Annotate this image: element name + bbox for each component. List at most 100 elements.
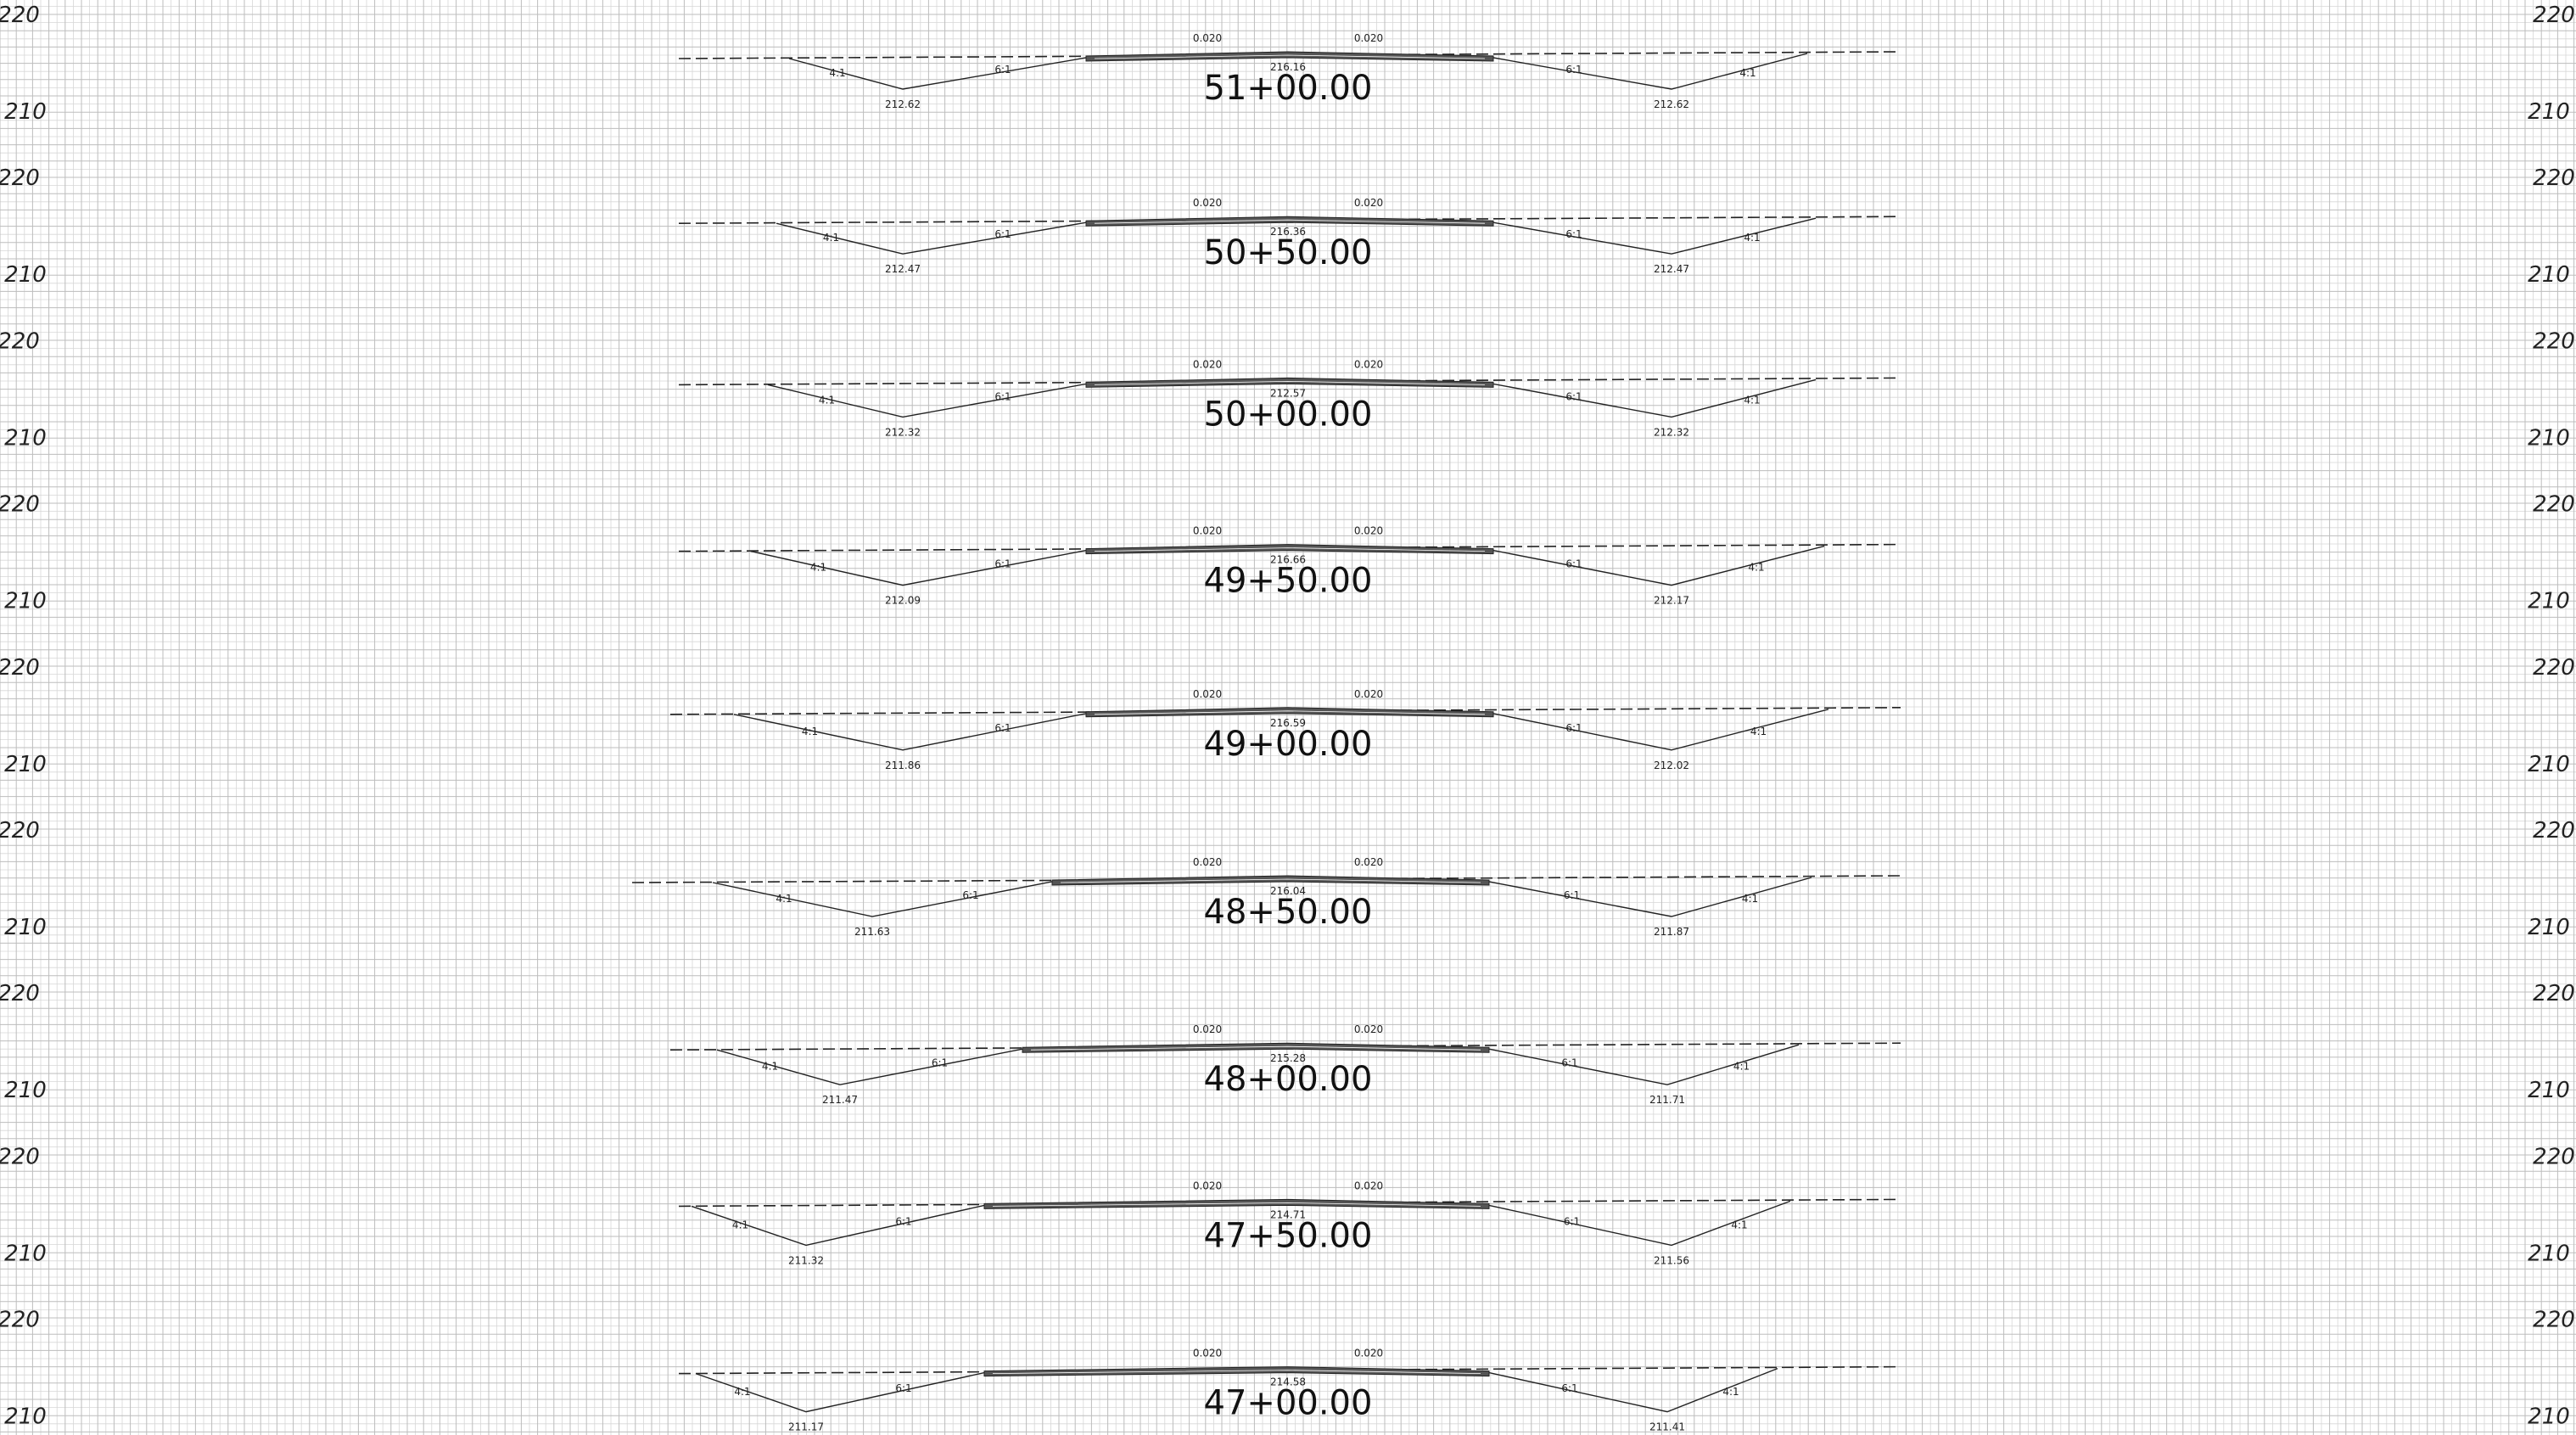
left-back-slope-label: 4:1: [802, 726, 818, 737]
elevation-label-210: 210: [2528, 425, 2570, 451]
elevation-label-210: 210: [2528, 99, 2570, 125]
centerline-elevation-label: 216.59: [1270, 717, 1306, 729]
crown-slope-right-label: 0.020: [1354, 688, 1383, 700]
pavement-layer-line: [1094, 54, 1486, 59]
elevation-label-210: 210: [4, 1404, 47, 1430]
left-fore-slope-label: 6:1: [962, 889, 978, 901]
crown-slope-left-label: 0.020: [1193, 1180, 1222, 1191]
pavement-layer-line: [1094, 219, 1486, 224]
left-ditch-elevation-label: 212.62: [885, 98, 921, 110]
centerline-elevation-label: 214.71: [1270, 1208, 1306, 1220]
left-fore-slope-label: 6:1: [994, 390, 1011, 402]
left-ditch-elevation-label: 211.47: [822, 1094, 858, 1106]
elevation-label-210: 210: [2528, 752, 2570, 777]
left-back-slope-label: 4:1: [829, 67, 845, 79]
pavement-section: [1051, 875, 1490, 886]
left-ditch-elevation-label: 211.32: [788, 1254, 824, 1266]
pavement-layer-line: [1094, 547, 1486, 552]
elevation-label-210: 210: [4, 262, 47, 288]
crown-slope-left-label: 0.020: [1193, 197, 1222, 209]
elevation-label-220: 220: [2533, 328, 2575, 354]
elevation-label-220: 220: [0, 655, 40, 681]
right-ditch-elevation-label: 211.56: [1654, 1254, 1689, 1266]
left-ditch-elevation-label: 211.63: [854, 926, 890, 938]
elevation-label-210: 210: [4, 99, 47, 125]
right-fore-slope-label: 6:1: [1565, 228, 1582, 240]
left-back-slope-label: 4:1: [823, 232, 839, 244]
left-ditch-elevation-label: 212.09: [885, 595, 921, 607]
pavement-section: [1085, 51, 1494, 62]
right-fore-slope-label: 6:1: [1565, 390, 1582, 402]
left-back-slope-label: 4:1: [776, 893, 792, 905]
crown-slope-right-label: 0.020: [1354, 856, 1383, 868]
elevation-label-220: 220: [2533, 492, 2575, 518]
right-fore-slope-label: 6:1: [1561, 1382, 1577, 1394]
right-back-slope-label: 4:1: [1742, 893, 1758, 905]
elevation-label-210: 210: [2528, 589, 2570, 614]
station-label: 47+00.00: [1204, 1384, 1373, 1423]
elevation-label-210: 210: [4, 752, 47, 777]
elevation-label-220: 220: [0, 981, 40, 1006]
pavement-section: [1085, 707, 1494, 718]
elevation-label-220: 220: [2533, 818, 2575, 844]
pavement-layer-line: [1060, 878, 1481, 883]
centerline-elevation-label: 216.36: [1270, 226, 1306, 238]
station-label: 51+00.00: [1204, 69, 1373, 108]
elevation-label-210: 210: [4, 1241, 47, 1266]
elevation-label-220: 220: [2533, 1308, 2575, 1333]
elevation-label-220: 220: [2533, 981, 2575, 1006]
right-ditch-elevation-label: 212.32: [1654, 426, 1689, 438]
left-back-slope-label: 4:1: [732, 1219, 748, 1230]
left-back-slope-label: 4:1: [819, 394, 835, 406]
crown-slope-left-label: 0.020: [1193, 1348, 1222, 1359]
pavement-section: [1085, 377, 1494, 388]
right-ditch-elevation-label: 211.71: [1649, 1094, 1685, 1106]
right-back-slope-label: 4:1: [1733, 1061, 1750, 1073]
right-fore-slope-label: 6:1: [1565, 64, 1582, 76]
right-fore-slope-label: 6:1: [1564, 1215, 1580, 1227]
pavement-layer-line: [1094, 710, 1486, 715]
right-fore-slope-label: 6:1: [1561, 1057, 1577, 1069]
station-label: 50+00.00: [1204, 395, 1373, 434]
elevation-label-210: 210: [2528, 1404, 2570, 1430]
elevation-label-210: 210: [2528, 1078, 2570, 1103]
right-fore-slope-label: 6:1: [1565, 722, 1582, 734]
elevation-label-220: 220: [0, 1144, 40, 1169]
left-fore-slope-label: 6:1: [895, 1382, 911, 1394]
pavement-section: [1085, 216, 1494, 227]
elevation-label-210: 210: [4, 915, 47, 940]
left-back-slope-label: 4:1: [734, 1386, 750, 1398]
right-ditch-elevation-label: 212.47: [1654, 263, 1689, 275]
crown-slope-right-label: 0.020: [1354, 32, 1383, 44]
right-ditch-elevation-label: 212.62: [1654, 98, 1689, 110]
pavement-section: [1085, 544, 1494, 555]
elevation-label-220: 220: [0, 328, 40, 354]
right-ditch-elevation-label: 212.17: [1654, 595, 1689, 607]
station-label: 48+50.00: [1204, 893, 1373, 932]
right-ditch-elevation-label: 211.41: [1649, 1421, 1685, 1433]
right-fore-slope-label: 6:1: [1564, 889, 1580, 901]
right-back-slope-label: 4:1: [1739, 67, 1756, 79]
centerline-elevation-label: 216.04: [1270, 885, 1306, 897]
station-label: 47+50.00: [1204, 1216, 1373, 1255]
right-back-slope-label: 4:1: [1731, 1219, 1747, 1230]
crown-slope-left-label: 0.020: [1193, 358, 1222, 370]
elevation-label-220: 220: [0, 165, 40, 191]
elevation-label-210: 210: [4, 425, 47, 451]
elevation-label-220: 220: [0, 492, 40, 518]
crown-slope-right-label: 0.020: [1354, 1180, 1383, 1191]
left-ditch-elevation-label: 211.86: [885, 760, 921, 771]
centerline-elevation-label: 215.28: [1270, 1052, 1306, 1064]
crown-slope-left-label: 0.020: [1193, 32, 1222, 44]
left-back-slope-label: 4:1: [810, 562, 826, 574]
